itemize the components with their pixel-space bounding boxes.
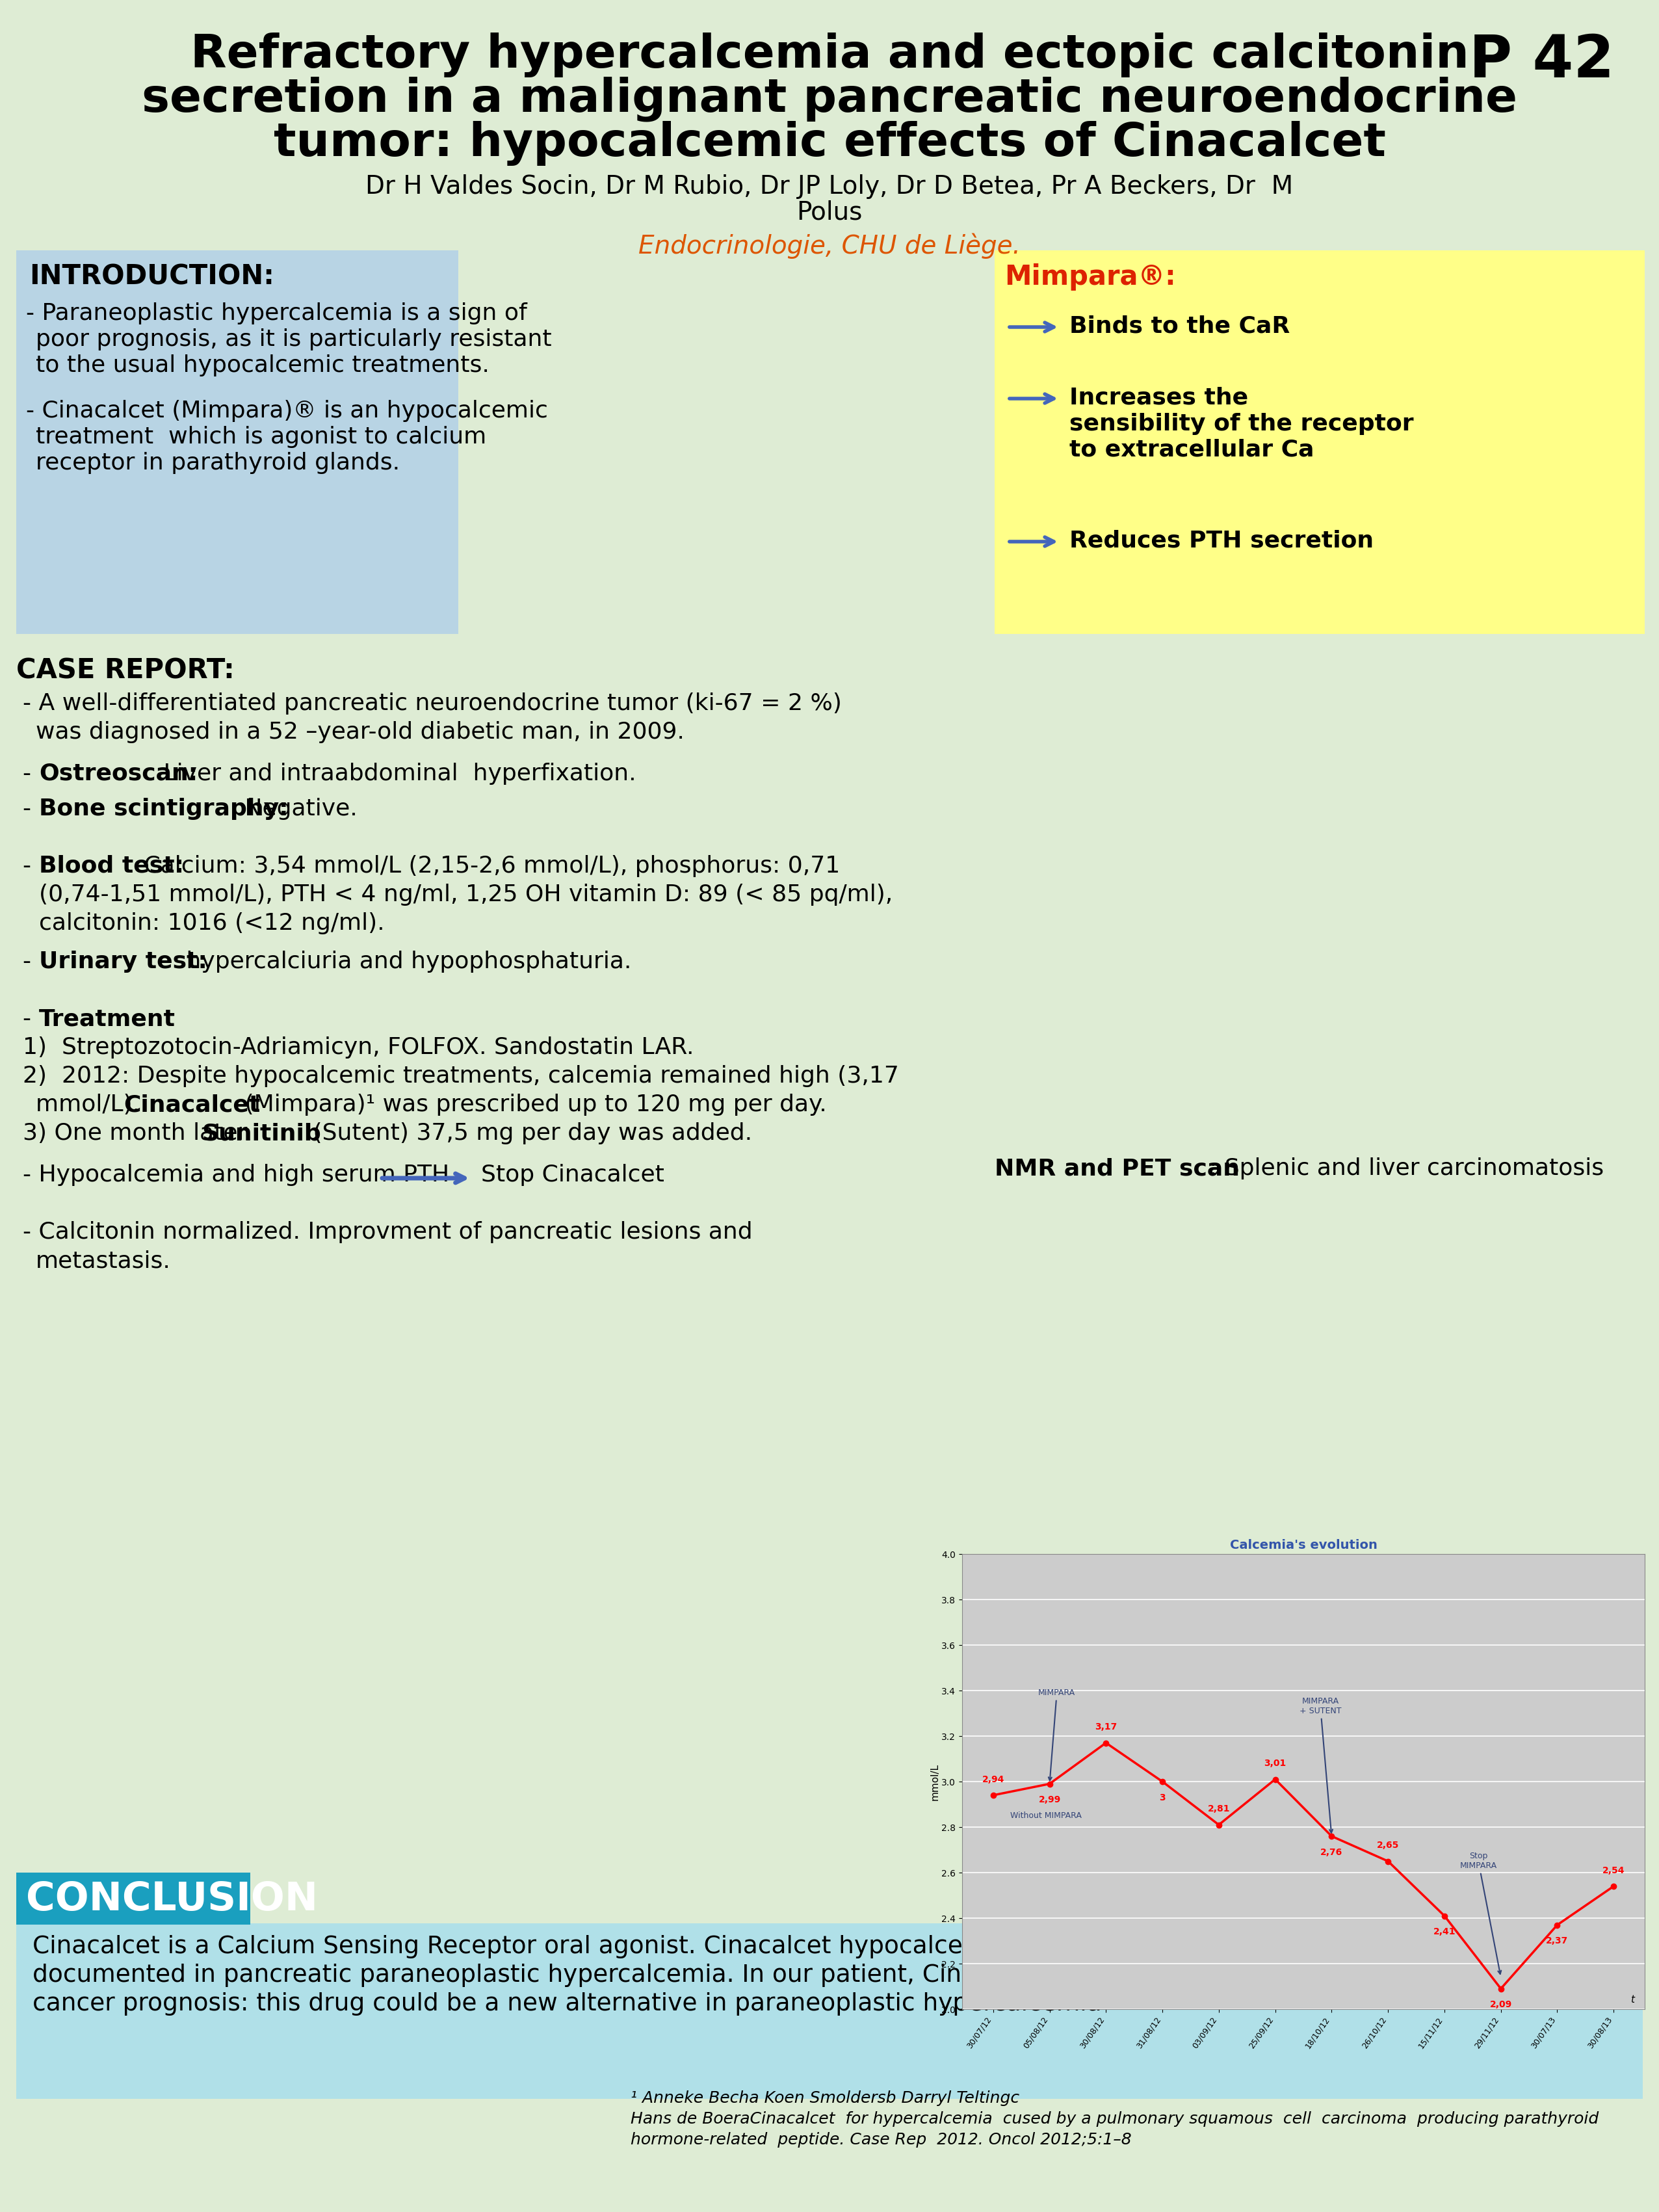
- Text: 2,54: 2,54: [1603, 1865, 1624, 1876]
- Text: Polus: Polus: [796, 201, 863, 226]
- Text: MIMPARA: MIMPARA: [1039, 1688, 1075, 1781]
- Bar: [17, 1874, 251, 1924]
- Text: cancer prognosis: this drug could be a new alternative in paraneoplastic hyperca: cancer prognosis: this drug could be a n…: [33, 1993, 1102, 2015]
- Text: Cinacalcet: Cinacalcet: [123, 1093, 260, 1115]
- Text: :: :: [146, 1009, 154, 1031]
- Bar: [995, 250, 1644, 635]
- Text: (Sutent) 37,5 mg per day was added.: (Sutent) 37,5 mg per day was added.: [305, 1121, 752, 1144]
- Text: Hans de BoeraCinacalcet  for hypercalcemia  cused by a pulmonary squamous  cell : Hans de BoeraCinacalcet for hypercalcemi…: [630, 2110, 1599, 2126]
- Text: 2,94: 2,94: [982, 1774, 1004, 1783]
- Text: -: -: [23, 763, 38, 785]
- Text: Bone scintigraphy:: Bone scintigraphy:: [40, 799, 289, 821]
- Text: Calcium: 3,54 mmol/L (2,15-2,6 mmol/L), phosphorus: 0,71: Calcium: 3,54 mmol/L (2,15-2,6 mmol/L), …: [136, 856, 839, 878]
- Y-axis label: mmol/L: mmol/L: [931, 1763, 939, 1801]
- Text: (0,74-1,51 mmol/L), PTH < 4 ng/ml, 1,25 OH vitamin D: 89 (< 85 pq/ml),: (0,74-1,51 mmol/L), PTH < 4 ng/ml, 1,25 …: [40, 883, 893, 905]
- Text: NMR and PET scan: NMR and PET scan: [995, 1157, 1239, 1179]
- Text: (Mimpara)¹ was prescribed up to 120 mg per day.: (Mimpara)¹ was prescribed up to 120 mg p…: [237, 1093, 826, 1115]
- Text: Cinacalcet is a Calcium Sensing Receptor oral agonist. Cinacalcet hypocalcemic e: Cinacalcet is a Calcium Sensing Receptor…: [33, 1936, 1413, 1958]
- Text: Dr H Valdes Socin, Dr M Rubio, Dr JP Loly, Dr D Betea, Pr A Beckers, Dr  M: Dr H Valdes Socin, Dr M Rubio, Dr JP Lol…: [365, 175, 1294, 199]
- Text: Sunitinib: Sunitinib: [201, 1121, 320, 1144]
- Text: hypercalciuria and hypophosphaturia.: hypercalciuria and hypophosphaturia.: [179, 951, 632, 973]
- Text: -: -: [23, 799, 38, 821]
- Text: - Calcitonin normalized. Improvment of pancreatic lesions and: - Calcitonin normalized. Improvment of p…: [23, 1221, 753, 1243]
- Text: tumor: hypocalcemic effects of Cinacalcet: tumor: hypocalcemic effects of Cinacalce…: [274, 122, 1385, 166]
- Text: 1)  Streptozotocin-Adriamicyn, FOLFOX. Sandostatin LAR.: 1) Streptozotocin-Adriamicyn, FOLFOX. Sa…: [23, 1037, 693, 1060]
- Text: 2,37: 2,37: [1546, 1936, 1568, 1944]
- Text: secretion in a malignant pancreatic neuroendocrine: secretion in a malignant pancreatic neur…: [141, 77, 1518, 122]
- Text: 2,99: 2,99: [1039, 1796, 1060, 1805]
- Text: MIMPARA
+ SUTENT: MIMPARA + SUTENT: [1299, 1697, 1340, 1834]
- Text: Refractory hypercalcemia and ectopic calcitonin: Refractory hypercalcemia and ectopic cal…: [191, 33, 1468, 77]
- Text: 2,81: 2,81: [1208, 1805, 1229, 1814]
- Text: Ostreoscan:: Ostreoscan:: [40, 763, 197, 785]
- Text: : Splenic and liver carcinomatosis: : Splenic and liver carcinomatosis: [1209, 1157, 1604, 1179]
- Text: 3: 3: [1160, 1794, 1166, 1803]
- Text: Negative.: Negative.: [237, 799, 357, 821]
- Text: -: -: [23, 856, 38, 878]
- Text: Mimpara®:: Mimpara®:: [1004, 263, 1176, 290]
- Bar: [17, 250, 458, 635]
- Text: 2)  2012: Despite hypocalcemic treatments, calcemia remained high (3,17: 2) 2012: Despite hypocalcemic treatments…: [23, 1064, 899, 1086]
- Text: P 42: P 42: [1470, 33, 1614, 91]
- Text: sensibility of the receptor: sensibility of the receptor: [1070, 414, 1413, 436]
- Text: 2,41: 2,41: [1433, 1927, 1455, 1936]
- Text: hormone-related  peptide. Case Rep  2012. Oncol 2012;5:1–8: hormone-related peptide. Case Rep 2012. …: [630, 2132, 1131, 2148]
- Text: metastasis.: metastasis.: [36, 1250, 171, 1272]
- Text: Endocrinologie, CHU de Liège.: Endocrinologie, CHU de Liège.: [639, 232, 1020, 259]
- Text: 3,01: 3,01: [1264, 1759, 1286, 1767]
- Title: Calcemia's evolution: Calcemia's evolution: [1229, 1540, 1377, 1551]
- Text: poor prognosis, as it is particularly resistant: poor prognosis, as it is particularly re…: [36, 327, 552, 349]
- Text: documented in pancreatic paraneoplastic hypercalcemia. In our patient, Cinacalce: documented in pancreatic paraneoplastic …: [33, 1964, 1379, 1986]
- Text: - Paraneoplastic hypercalcemia is a sign of: - Paraneoplastic hypercalcemia is a sign…: [27, 303, 528, 325]
- Text: t: t: [1631, 1995, 1634, 2004]
- Text: Without MIMPARA: Without MIMPARA: [1010, 1812, 1082, 1820]
- Text: receptor in parathyroid glands.: receptor in parathyroid glands.: [36, 451, 400, 473]
- Text: to extracellular Ca: to extracellular Ca: [1070, 438, 1314, 460]
- Text: ¹ Anneke Becha Koen Smoldersb Darryl Teltingc: ¹ Anneke Becha Koen Smoldersb Darryl Tel…: [630, 2090, 1019, 2106]
- Text: Liver and intraabdominal  hyperfixation.: Liver and intraabdominal hyperfixation.: [156, 763, 635, 785]
- Text: - A well-differentiated pancreatic neuroendocrine tumor (ki-67 = 2 %): - A well-differentiated pancreatic neuro…: [23, 692, 841, 714]
- Text: CASE REPORT:: CASE REPORT:: [17, 657, 234, 684]
- Text: Stop Cinacalcet: Stop Cinacalcet: [481, 1164, 664, 1186]
- Text: - Hypocalcemia and high serum PTH: - Hypocalcemia and high serum PTH: [23, 1164, 450, 1186]
- Bar: [17, 1922, 1642, 2099]
- Text: CONCLUSION: CONCLUSION: [27, 1880, 319, 1918]
- Text: Treatment: Treatment: [40, 1009, 176, 1031]
- Text: to the usual hypocalcemic treatments.: to the usual hypocalcemic treatments.: [36, 354, 489, 376]
- Text: Urinary test:: Urinary test:: [40, 951, 207, 973]
- Text: -: -: [23, 951, 38, 973]
- Text: Binds to the CaR: Binds to the CaR: [1070, 316, 1291, 338]
- Text: 3) One month later: 3) One month later: [23, 1121, 255, 1144]
- Text: Reduces PTH secretion: Reduces PTH secretion: [1070, 531, 1374, 553]
- Text: treatment  which is agonist to calcium: treatment which is agonist to calcium: [36, 427, 486, 449]
- Text: 3,17: 3,17: [1095, 1723, 1117, 1732]
- Text: Stop
MIMPARA: Stop MIMPARA: [1460, 1851, 1501, 1973]
- Text: INTRODUCTION:: INTRODUCTION:: [30, 263, 274, 290]
- Text: calcitonin: 1016 (<12 ng/ml).: calcitonin: 1016 (<12 ng/ml).: [40, 911, 385, 933]
- Text: was diagnosed in a 52 –year-old diabetic man, in 2009.: was diagnosed in a 52 –year-old diabetic…: [36, 721, 685, 743]
- Text: - Cinacalcet (Mimpara)® is an hypocalcemic: - Cinacalcet (Mimpara)® is an hypocalcem…: [27, 400, 547, 422]
- Text: -: -: [23, 1009, 38, 1031]
- Text: Increases the: Increases the: [1070, 387, 1248, 409]
- Text: mmol/L).: mmol/L).: [36, 1093, 148, 1115]
- Text: 2,65: 2,65: [1377, 1840, 1399, 1849]
- Text: 2,76: 2,76: [1321, 1847, 1342, 1856]
- Text: 2,09: 2,09: [1490, 2000, 1511, 2008]
- Text: Blood test:: Blood test:: [40, 856, 184, 878]
